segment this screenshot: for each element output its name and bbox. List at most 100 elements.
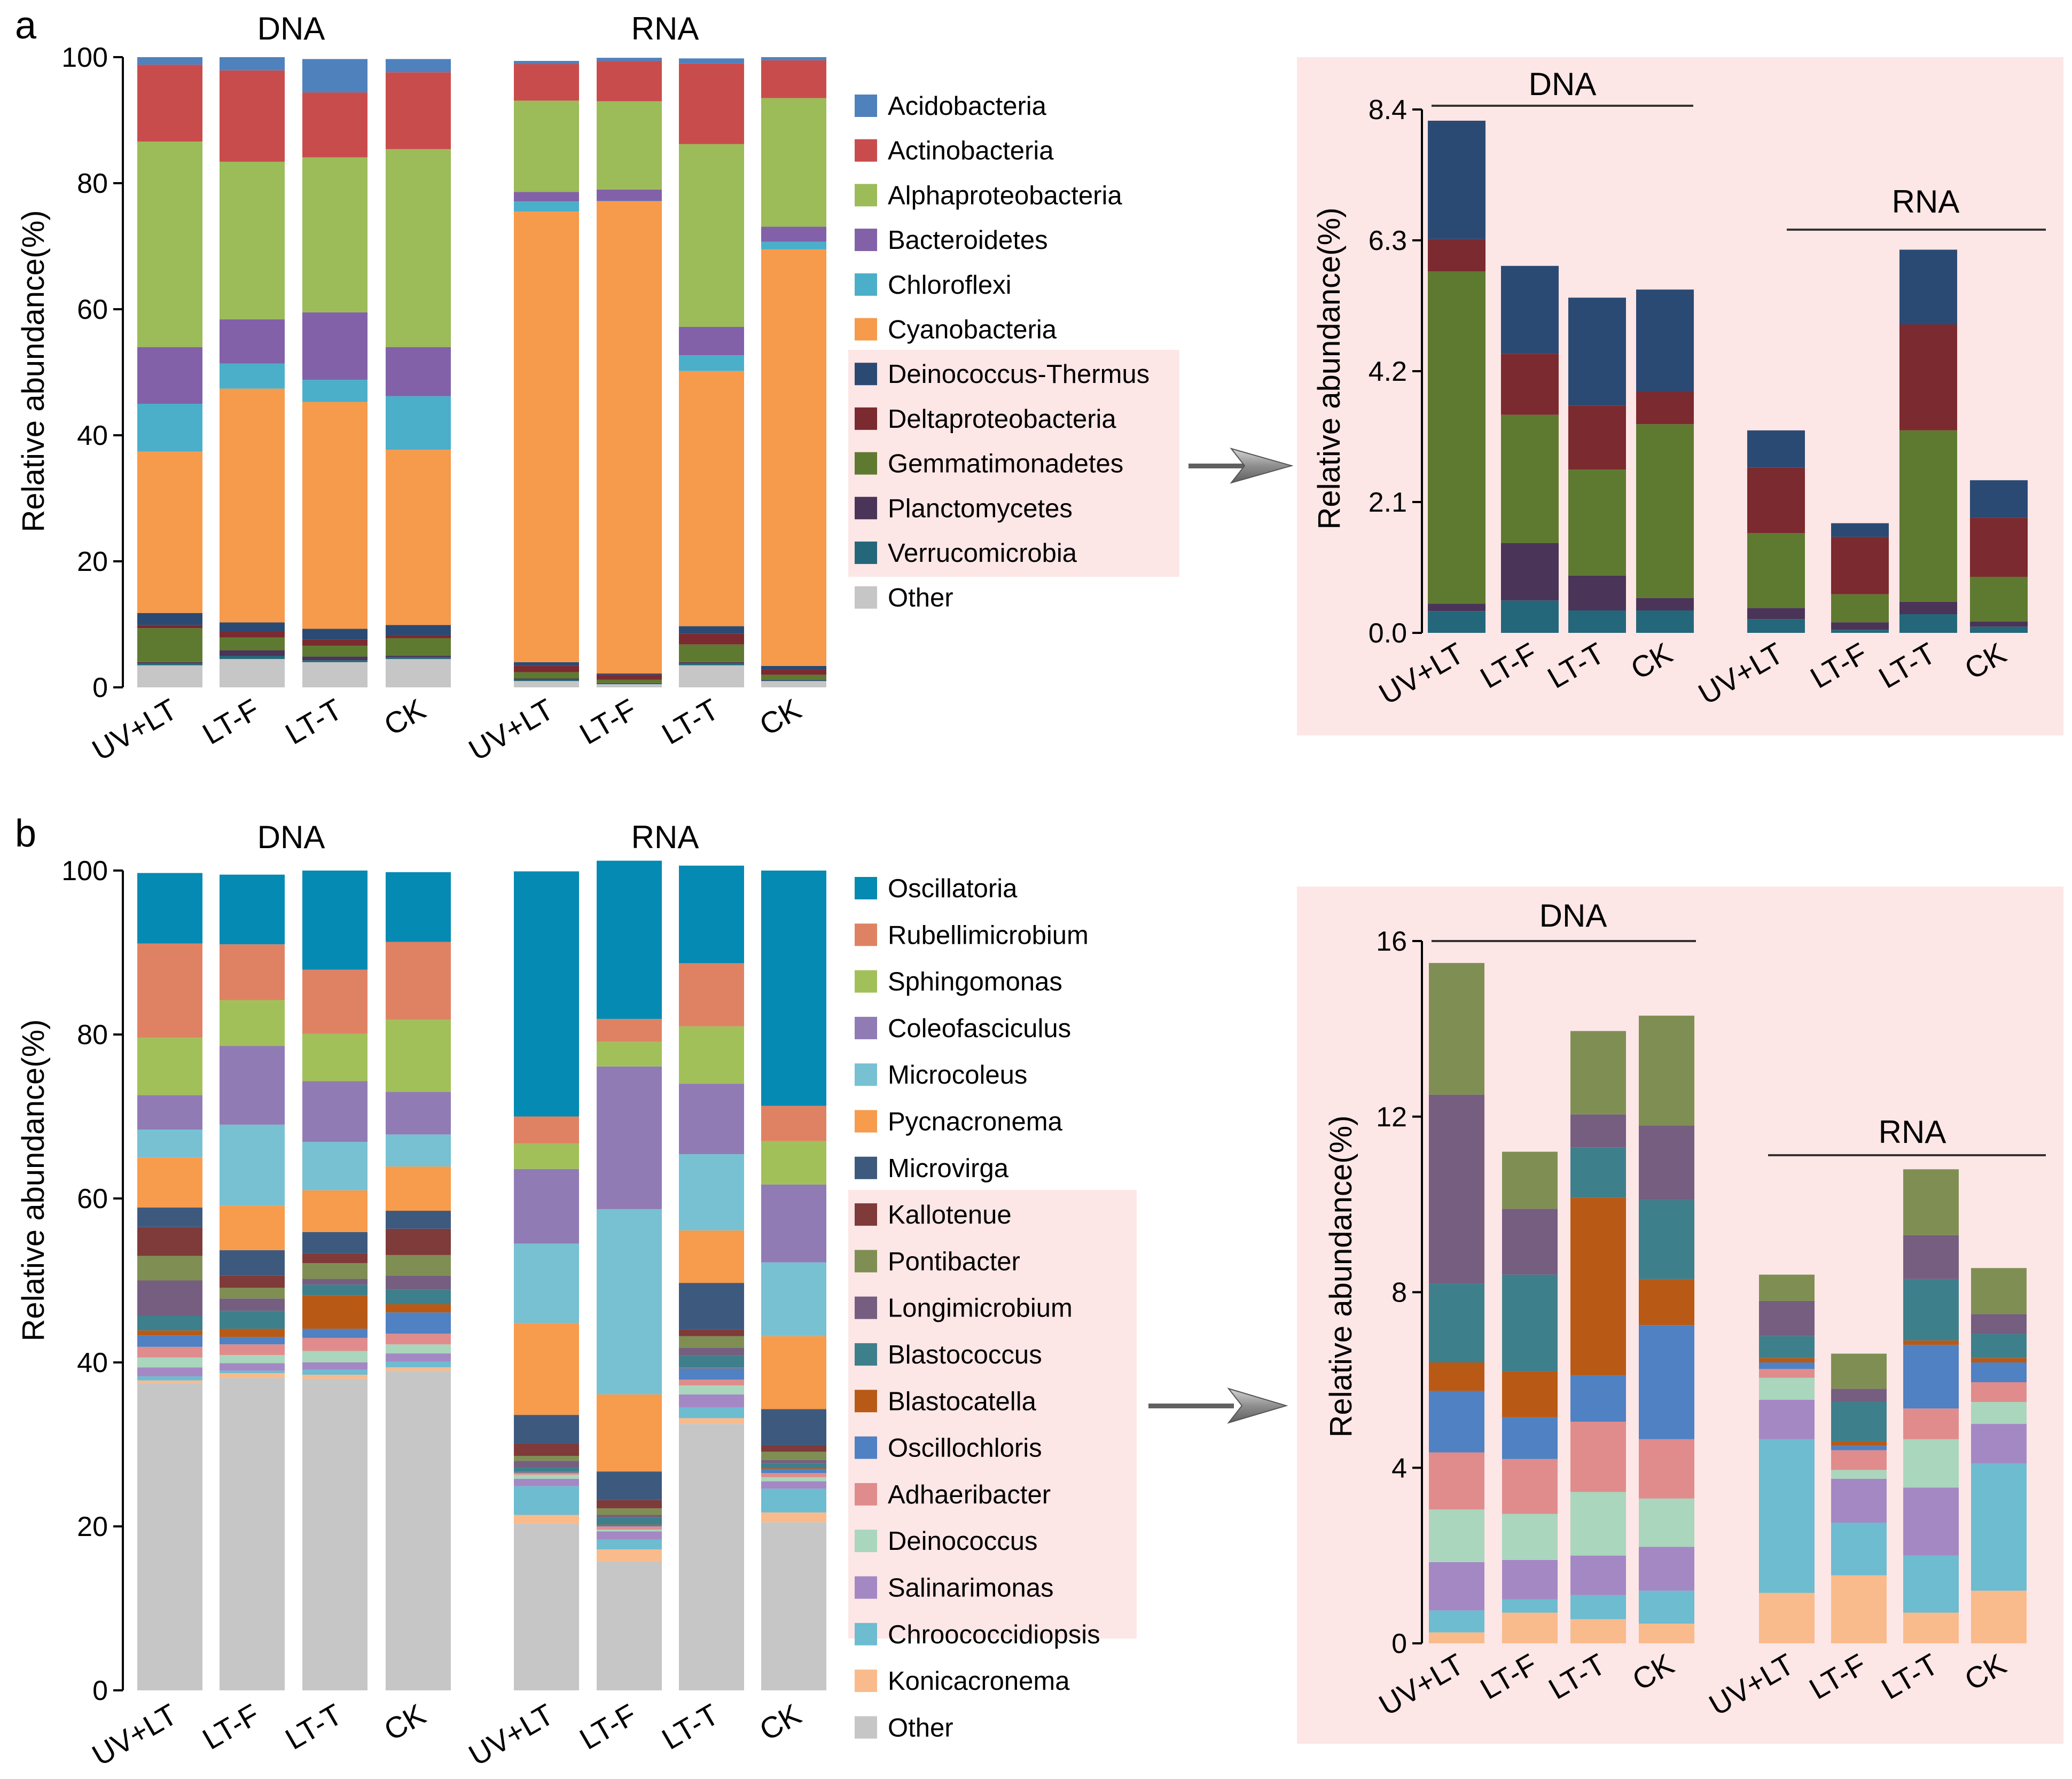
legend-label: Deinococcus-Thermus bbox=[888, 360, 1150, 389]
legend-swatch bbox=[855, 452, 877, 475]
b-zoom-bar-rna-ltf-adhaeribacter bbox=[1831, 1450, 1887, 1470]
a-zoom-bar-dna-ltf-gemmatimonadetes bbox=[1501, 414, 1559, 543]
b-zoom-bar-dna-ck-blastocatella bbox=[1639, 1279, 1694, 1326]
a-main-bar-dna-uvlt-other bbox=[137, 665, 202, 687]
legend-label: Sphingomonas bbox=[888, 968, 1062, 997]
a-main-xlabel: UV+LT bbox=[463, 692, 559, 767]
legend-label: Acidobacteria bbox=[888, 92, 1047, 121]
a-main-bar-dna-ck-other bbox=[386, 659, 451, 687]
a-main-xlabel: LT-F bbox=[574, 692, 642, 751]
legend-swatch bbox=[855, 1203, 877, 1226]
legend-label: Blastococcus bbox=[888, 1341, 1042, 1369]
b-zoom-bar-dna-ltf-adhaeribacter bbox=[1502, 1459, 1558, 1514]
b-main-bar-rna-uvlt-kallotenue bbox=[514, 1443, 579, 1456]
a-main-bar-dna-uvlt-verrucomicrobia bbox=[137, 663, 202, 665]
b-main-bar-dna-ltt-coleofasciculus bbox=[302, 1081, 368, 1142]
b-main-bar-rna-ltt-sphingomonas bbox=[679, 1026, 744, 1084]
a-zoom-bar-dna-ck-verrucomicrobia bbox=[1636, 610, 1694, 633]
b-zoom-bar-rna-ltt-konicacronema bbox=[1903, 1612, 1959, 1643]
legend-label: Deltaproteobacteria bbox=[888, 405, 1116, 434]
b-zoom-bar-dna-ltt-salinarimonas bbox=[1570, 1555, 1626, 1595]
a-zoom-bar-rna-ltt-planctomycetes bbox=[1899, 601, 1957, 614]
b-main-bar-dna-ltf-microcoleus bbox=[220, 1124, 285, 1206]
a-zoom-bar-rna-uvlt-deinococcus-thermus bbox=[1747, 430, 1805, 468]
b-main-bar-rna-uvlt-oscillochloris bbox=[514, 1472, 579, 1474]
a-main-xlabel: LT-T bbox=[279, 692, 348, 751]
a-zoom-bar-dna-ltt-verrucomicrobia bbox=[1568, 610, 1626, 633]
a-zoom-bar-dna-ltt-planctomycetes bbox=[1568, 575, 1626, 610]
a-zoom-bar-rna-uvlt-planctomycetes bbox=[1747, 608, 1805, 620]
legend-item: Pontibacter bbox=[855, 1247, 1020, 1276]
b-main-bar-rna-ltt-rubellimicrobium bbox=[679, 963, 744, 1026]
a-main-bar-dna-uvlt-acidobacteria bbox=[137, 57, 202, 65]
b-main-bar-dna-uvlt-sphingomonas bbox=[137, 1038, 202, 1095]
a-main-bar-rna-ltf-deltaproteobacteria bbox=[597, 675, 662, 680]
b-main-bar-dna-ck-rubellimicrobium bbox=[386, 942, 451, 1020]
b-main-bar-rna-uvlt-longimicrobium bbox=[514, 1461, 579, 1468]
legend-item: Gemmatimonadetes bbox=[855, 450, 1123, 479]
b-zoom-bar-rna-ltf-salinarimonas bbox=[1831, 1478, 1887, 1523]
b-zoom-bar-dna-uvlt-chroococcidiopsis bbox=[1429, 1610, 1484, 1633]
a-main-bar-rna-ltf-planctomycetes bbox=[597, 683, 662, 684]
legend-swatch bbox=[855, 1436, 877, 1459]
b-zoom-bar-dna-ltf-salinarimonas bbox=[1502, 1559, 1558, 1600]
b-main-bar-rna-uvlt-coleofasciculus bbox=[514, 1169, 579, 1244]
b-main-bar-rna-ck-adhaeribacter bbox=[761, 1473, 826, 1477]
b-main-bar-dna-uvlt-konicacronema bbox=[137, 1380, 202, 1383]
legend-swatch bbox=[855, 1063, 877, 1086]
b-main-bar-rna-ltt-adhaeribacter bbox=[679, 1380, 744, 1385]
b-main-bar-dna-ltf-pontibacter bbox=[220, 1288, 285, 1299]
a-main-ytick-label: 40 bbox=[77, 420, 108, 451]
panel-letter-b: b bbox=[15, 812, 36, 855]
b-zoom-bar-dna-ltf-konicacronema bbox=[1502, 1612, 1558, 1643]
b-main-bar-dna-ltt-pontibacter bbox=[302, 1263, 368, 1279]
a-zoom-bar-rna-ltf-deltaproteobacteria bbox=[1831, 537, 1889, 594]
b-main-bar-dna-ltt-longimicrobium bbox=[302, 1279, 368, 1285]
b-main-bar-dna-uvlt-kallotenue bbox=[137, 1227, 202, 1256]
b-main-bar-dna-ltt-adhaeribacter bbox=[302, 1337, 368, 1351]
legend-swatch bbox=[855, 273, 877, 296]
b-main-bar-rna-uvlt-other bbox=[514, 1524, 579, 1690]
b-main-bar-rna-uvlt-oscillatoria bbox=[514, 871, 579, 1117]
a-main-bar-rna-ck-deltaproteobacteria bbox=[761, 669, 826, 675]
legend-swatch bbox=[855, 877, 877, 899]
a-main-bar-dna-uvlt-planctomycetes bbox=[137, 662, 202, 664]
legend-label: Konicacronema bbox=[888, 1667, 1070, 1696]
b-main-dna-title: DNA bbox=[257, 819, 325, 855]
b-main-bar-dna-ck-microvirga bbox=[386, 1211, 451, 1229]
b-zoom-bar-rna-ck-chroococcidiopsis bbox=[1971, 1463, 2027, 1591]
a-zoom-bar-rna-ck-deinococcus-thermus bbox=[1970, 480, 2028, 518]
a-main-bar-dna-ck-acidobacteria bbox=[386, 59, 451, 73]
legend-label: Coleofasciculus bbox=[888, 1014, 1071, 1043]
legend-swatch bbox=[855, 363, 877, 386]
b-main-bar-dna-uvlt-deinococcus bbox=[137, 1357, 202, 1368]
b-zoom-bar-rna-ck-longimicrobium bbox=[1971, 1314, 2027, 1334]
b-main-bar-rna-uvlt-salinarimonas bbox=[514, 1478, 579, 1486]
a-zoom-bar-dna-ltf-deinococcus-thermus bbox=[1501, 265, 1559, 354]
b-main-bar-rna-uvlt-blastococcus bbox=[514, 1467, 579, 1472]
legend-item: Alphaproteobacteria bbox=[855, 181, 1122, 210]
legend-label: Bacteroidetes bbox=[888, 226, 1048, 255]
a-zoom-ylabel: Relative abundance(%) bbox=[1312, 208, 1347, 530]
a-zoom-bar-rna-ck-planctomycetes bbox=[1970, 622, 2028, 627]
b-zoom-bar-rna-uvlt-salinarimonas bbox=[1759, 1399, 1815, 1439]
b-main-bar-dna-ltf-rubellimicrobium bbox=[220, 944, 285, 1000]
a-main-bar-dna-uvlt-actinobacteria bbox=[137, 65, 202, 142]
legend-label: Blastocatella bbox=[888, 1387, 1037, 1416]
b-zoom-bar-rna-uvlt-blastococcus bbox=[1759, 1336, 1815, 1358]
legend-swatch bbox=[855, 1110, 877, 1133]
a-main-bar-dna-ck-alphaproteobacteria bbox=[386, 149, 451, 347]
b-main-bar-rna-ltf-sphingomonas bbox=[597, 1041, 662, 1067]
a-main-xlabel: CK bbox=[754, 692, 807, 742]
a-main-bar-dna-ltt-cyanobacteria bbox=[302, 402, 368, 629]
a-main-bar-rna-uvlt-gemmatimonadetes bbox=[514, 672, 579, 679]
legend-item: Konicacronema bbox=[855, 1667, 1070, 1696]
b-main-bar-rna-ltf-blastocatella bbox=[597, 1524, 662, 1526]
b-zoom-bar-rna-ltt-longimicrobium bbox=[1903, 1235, 1959, 1279]
b-main-bar-dna-ltf-blastococcus bbox=[220, 1311, 285, 1329]
a-main-bar-dna-ltt-actinobacteria bbox=[302, 92, 368, 158]
a-main-bar-dna-ltf-verrucomicrobia bbox=[220, 656, 285, 659]
legend-swatch bbox=[855, 923, 877, 946]
a-main-bar-rna-ck-acidobacteria bbox=[761, 57, 826, 60]
b-zoom-bar-dna-ltt-deinococcus bbox=[1570, 1492, 1626, 1556]
